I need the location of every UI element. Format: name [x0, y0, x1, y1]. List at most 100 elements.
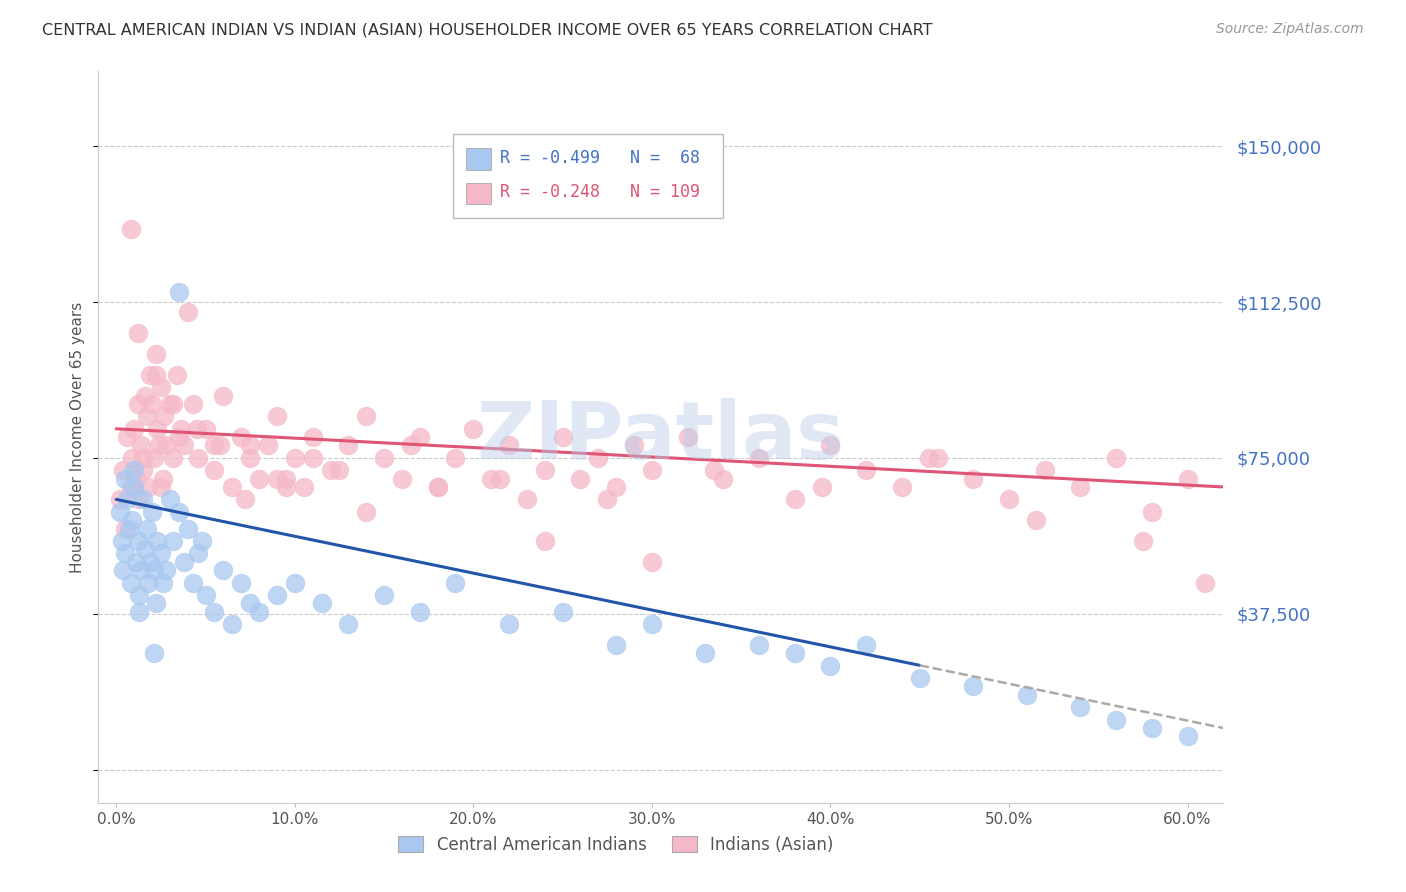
- Point: [149, 480, 172, 494]
- Point: [927, 450, 949, 465]
- Point: [128, 605, 150, 619]
- Point: [121, 513, 143, 527]
- Point: [266, 409, 288, 424]
- Point: [998, 492, 1021, 507]
- Point: [426, 480, 449, 494]
- Point: [783, 646, 806, 660]
- Point: [641, 555, 664, 569]
- Point: [498, 617, 520, 632]
- Point: [149, 380, 172, 394]
- Point: [444, 575, 467, 590]
- Point: [187, 450, 209, 465]
- Point: [159, 397, 181, 411]
- Point: [820, 658, 842, 673]
- Point: [212, 388, 235, 402]
- Point: [247, 472, 270, 486]
- Point: [328, 463, 350, 477]
- Bar: [467, 148, 491, 170]
- Point: [605, 480, 627, 494]
- Point: [146, 533, 169, 548]
- Legend: Central American Indians, Indians (Asian): Central American Indians, Indians (Asian…: [392, 829, 839, 860]
- Point: [605, 638, 627, 652]
- Point: [221, 480, 243, 494]
- Point: [166, 368, 188, 382]
- Point: [962, 472, 984, 486]
- Point: [176, 521, 198, 535]
- Text: R = -0.248   N = 109: R = -0.248 N = 109: [501, 183, 700, 201]
- Point: [162, 450, 184, 465]
- Point: [132, 450, 155, 465]
- Point: [266, 472, 288, 486]
- Point: [855, 463, 877, 477]
- Y-axis label: Householder Income Over 65 years: Householder Income Over 65 years: [70, 301, 86, 573]
- Point: [274, 472, 297, 486]
- Point: [551, 605, 574, 619]
- Point: [167, 285, 190, 299]
- Point: [596, 492, 619, 507]
- Point: [127, 326, 149, 341]
- Point: [641, 463, 664, 477]
- Point: [820, 438, 842, 452]
- Point: [748, 638, 770, 652]
- Point: [141, 397, 163, 411]
- Point: [239, 438, 262, 452]
- Point: [204, 463, 226, 477]
- Point: [108, 505, 131, 519]
- Point: [208, 438, 231, 452]
- Point: [118, 521, 141, 535]
- Point: [114, 472, 136, 486]
- Point: [142, 646, 165, 660]
- Point: [142, 450, 165, 465]
- Point: [1033, 463, 1056, 477]
- Point: [167, 430, 190, 444]
- Point: [139, 555, 162, 569]
- Point: [489, 472, 512, 486]
- Point: [152, 575, 174, 590]
- Point: [128, 588, 150, 602]
- Point: [134, 388, 156, 402]
- Point: [533, 463, 555, 477]
- Point: [162, 397, 184, 411]
- Point: [274, 480, 297, 494]
- Point: [810, 480, 832, 494]
- Point: [533, 533, 555, 548]
- Point: [917, 450, 939, 465]
- Point: [1105, 450, 1128, 465]
- Point: [129, 438, 152, 452]
- Point: [284, 575, 307, 590]
- Point: [373, 450, 395, 465]
- Point: [122, 422, 145, 436]
- Point: [146, 422, 169, 436]
- Point: [409, 430, 432, 444]
- Point: [908, 671, 931, 685]
- Text: Source: ZipAtlas.com: Source: ZipAtlas.com: [1216, 22, 1364, 37]
- Point: [463, 422, 485, 436]
- Point: [187, 546, 209, 560]
- Point: [111, 533, 134, 548]
- Point: [125, 555, 148, 569]
- Point: [120, 575, 142, 590]
- Point: [125, 472, 148, 486]
- Point: [145, 347, 167, 361]
- Text: CENTRAL AMERICAN INDIAN VS INDIAN (ASIAN) HOUSEHOLDER INCOME OVER 65 YEARS CORRE: CENTRAL AMERICAN INDIAN VS INDIAN (ASIAN…: [42, 22, 932, 37]
- Point: [426, 480, 449, 494]
- Point: [145, 368, 167, 382]
- Point: [292, 480, 315, 494]
- Point: [204, 438, 226, 452]
- Point: [194, 422, 217, 436]
- Point: [409, 605, 432, 619]
- Point: [153, 409, 176, 424]
- Point: [152, 472, 174, 486]
- Point: [1105, 713, 1128, 727]
- Point: [354, 505, 377, 519]
- Point: [373, 588, 395, 602]
- Point: [132, 463, 155, 477]
- Point: [132, 492, 155, 507]
- Point: [155, 563, 177, 577]
- Point: [115, 492, 138, 507]
- Point: [155, 438, 177, 452]
- Point: [173, 438, 195, 452]
- Point: [711, 472, 734, 486]
- Point: [695, 646, 717, 660]
- Point: [623, 438, 645, 452]
